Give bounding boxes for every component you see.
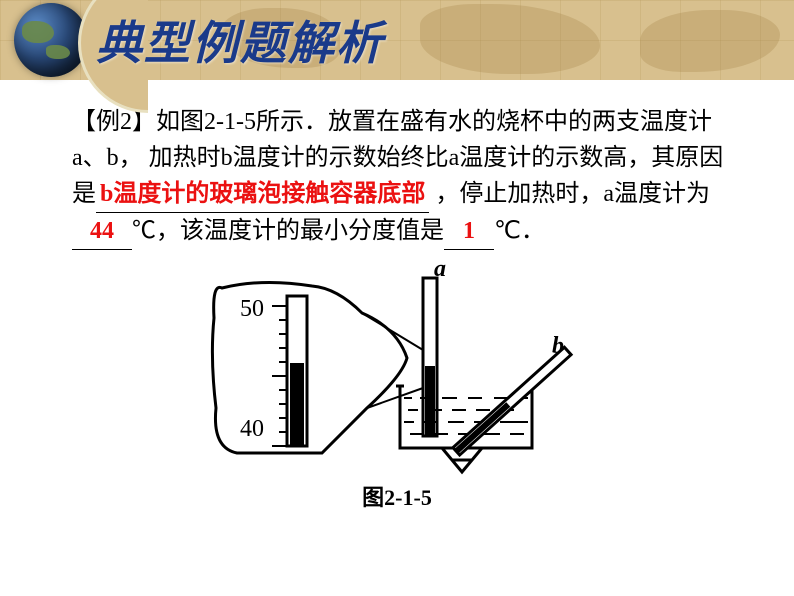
- thermometer-a-label: a: [434, 258, 446, 282]
- figure-diagram: 50 40 a b: [202, 258, 592, 478]
- problem-text-2: ，停止加热时，a温度计为: [429, 181, 710, 207]
- figure-caption: 图2-1-5: [362, 480, 432, 512]
- thermometer-b-label: b: [552, 333, 564, 359]
- answer-2: 44: [90, 218, 114, 244]
- answer-1: b温度计的玻璃泡接触容器底部: [100, 181, 425, 207]
- scale-label-50: 50: [240, 296, 264, 322]
- unit-2: ℃，该温度计的最小分度值是: [132, 218, 444, 244]
- header-banner: 典型例题解析: [0, 0, 794, 80]
- scale-label-40: 40: [240, 416, 264, 442]
- globe-icon: [14, 3, 88, 77]
- page-title: 典型例题解析: [96, 7, 384, 73]
- answer-3: 1: [463, 218, 475, 244]
- figure-container: 50 40 a b: [0, 258, 794, 512]
- unit-3: ℃．: [494, 218, 545, 244]
